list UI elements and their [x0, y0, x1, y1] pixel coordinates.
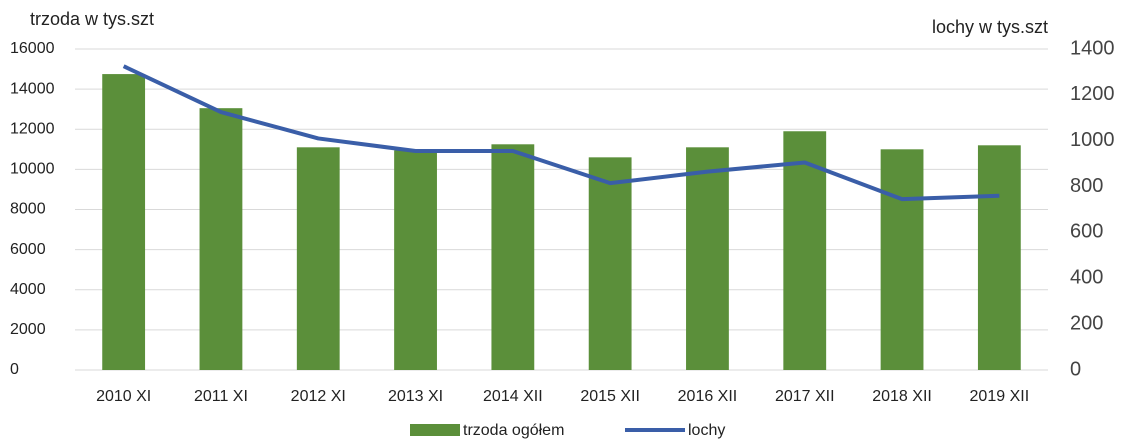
x-tick-label: 2011 XI	[194, 388, 248, 405]
x-tick-label: 2014 XII	[483, 388, 543, 405]
y2-tick-label: 1400	[1070, 37, 1115, 59]
y-tick-label: 14000	[10, 80, 55, 97]
x-tick-label: 2018 XII	[872, 388, 932, 405]
y2-tick-label: 600	[1070, 221, 1103, 243]
bar	[199, 108, 243, 370]
x-tick-label: 2013 XI	[388, 388, 443, 405]
bar	[783, 131, 827, 370]
y2-tick-label: 200	[1070, 312, 1103, 334]
x-tick-label: 2012 XI	[291, 388, 346, 405]
x-tick-label: 2019 XII	[970, 388, 1030, 405]
y2-tick-label: 1200	[1070, 83, 1115, 105]
line	[122, 64, 1000, 202]
x-tick-label: 2015 XII	[580, 388, 640, 405]
bar	[686, 147, 729, 370]
y-tick-label: 6000	[10, 241, 46, 258]
y-tick-label: 12000	[10, 120, 55, 137]
y2-tick-label: 1000	[1070, 129, 1115, 151]
y2-tick-label: 800	[1070, 175, 1103, 197]
y2-tick-label: 400	[1070, 267, 1103, 289]
legend-label: lochy	[688, 422, 725, 439]
x-tick-label: 2010 XI	[96, 388, 151, 405]
bar	[880, 149, 924, 370]
legend-swatch	[410, 424, 460, 436]
bar	[491, 144, 535, 370]
y-tick-label: 10000	[10, 161, 55, 178]
y-tick-label: 8000	[10, 201, 46, 218]
bar	[394, 150, 437, 370]
legend-label: trzoda ogółem	[463, 422, 564, 439]
y-axis-title: trzoda w tys.szt	[30, 9, 154, 29]
y2-tick-label: 0	[1070, 358, 1081, 380]
bar	[977, 145, 1021, 370]
bar	[588, 157, 632, 370]
bar	[296, 147, 340, 370]
x-tick-label: 2016 XII	[678, 388, 738, 405]
y-tick-label: 0	[10, 361, 19, 378]
bar	[102, 74, 146, 370]
y-tick-label: 2000	[10, 321, 46, 338]
y-tick-label: 16000	[10, 40, 55, 57]
x-tick-label: 2017 XII	[775, 388, 835, 405]
y-tick-label: 4000	[10, 281, 46, 298]
y2-axis-title: lochy w tys.szt	[932, 17, 1048, 37]
